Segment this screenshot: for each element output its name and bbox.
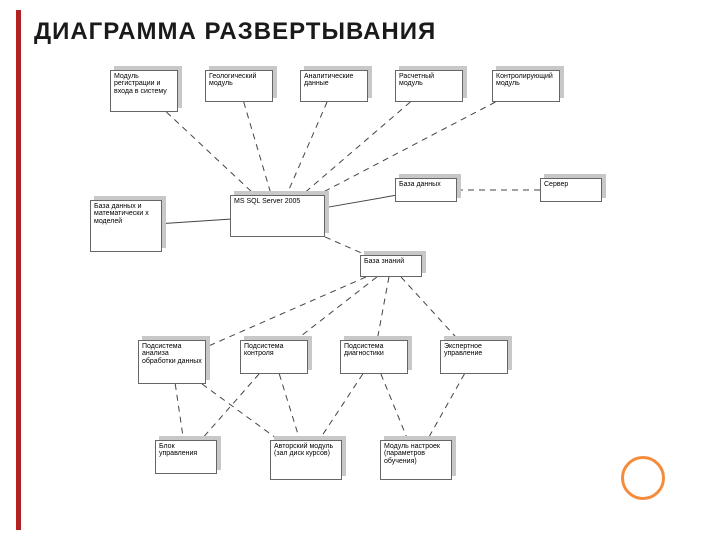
diagram-edge xyxy=(162,219,230,223)
node-label: Аналитические данные xyxy=(300,70,368,102)
diagram-edge xyxy=(319,374,363,440)
node-label: Экспертное управление xyxy=(440,340,508,374)
node-label: Расчетный модуль xyxy=(395,70,463,102)
diagram-edge xyxy=(175,384,183,440)
diagram-edge xyxy=(427,374,464,440)
node-label: Модуль настроек (параметров обучения) xyxy=(380,440,452,480)
diagram-edge xyxy=(202,384,279,440)
diagram-edge xyxy=(401,277,458,340)
node-label: Геологический модуль xyxy=(205,70,273,102)
node-label: Блок управления xyxy=(155,440,217,474)
node-label: Сервер xyxy=(540,178,602,202)
diagram-edge xyxy=(279,374,300,440)
node-label: База данных и математически х моделей xyxy=(90,200,162,252)
diagram-edge xyxy=(325,237,366,255)
diagram-edge xyxy=(381,374,408,440)
diagram-edge xyxy=(166,112,255,195)
node-label: Подсистема контроля xyxy=(240,340,308,374)
diagram-edge xyxy=(296,277,377,340)
page-title: ДИАГРАММА РАЗВЕРТЫВАНИЯ xyxy=(34,18,436,46)
diagram-node: Подсистема диагностики xyxy=(340,340,408,374)
node-label: MS SQL Server 2005 xyxy=(230,195,325,237)
slide-frame: ДИАГРАММА РАЗВЕРТЫВАНИЯ Модуль регистрац… xyxy=(0,0,720,540)
diagram-node: Расчетный модуль xyxy=(395,70,463,102)
node-label: Модуль регистрации и входа в систему xyxy=(110,70,178,112)
deployment-diagram: Модуль регистрации и входа в систему Геол… xyxy=(60,60,680,530)
diagram-node: Подсистема контроля xyxy=(240,340,308,374)
diagram-edge xyxy=(377,277,389,340)
node-label: Подсистема диагностики xyxy=(340,340,408,374)
node-label: Контролирующий модуль xyxy=(492,70,560,102)
diagram-node: Контролирующий модуль xyxy=(492,70,560,102)
diagram-edge xyxy=(244,102,272,195)
accent-bar xyxy=(16,10,21,530)
node-label: База данных xyxy=(395,178,457,202)
diagram-node: Авторский модуль (зал диск курсов) xyxy=(270,440,342,480)
diagram-node: MS SQL Server 2005 xyxy=(230,195,325,237)
diagram-edges xyxy=(60,60,680,530)
node-label: Авторский модуль (зал диск курсов) xyxy=(270,440,342,480)
node-label: Подсистема анализа обработки данных xyxy=(138,340,206,384)
diagram-node: Модуль регистрации и входа в систему xyxy=(110,70,178,112)
diagram-node: Геологический модуль xyxy=(205,70,273,102)
diagram-node: Экспертное управление xyxy=(440,340,508,374)
diagram-node: Блок управления xyxy=(155,440,217,474)
diagram-node: База знаний xyxy=(360,255,422,277)
diagram-node: База данных и математически х моделей xyxy=(90,200,162,252)
diagram-node: Модуль настроек (параметров обучения) xyxy=(380,440,452,480)
diagram-node: Подсистема анализа обработки данных xyxy=(138,340,206,384)
diagram-node: Сервер xyxy=(540,178,602,202)
diagram-edge xyxy=(287,102,327,195)
diagram-edge xyxy=(201,374,259,440)
diagram-node: База данных xyxy=(395,178,457,202)
node-label: База знаний xyxy=(360,255,422,277)
diagram-node: Аналитические данные xyxy=(300,70,368,102)
diagram-edge xyxy=(325,195,395,207)
